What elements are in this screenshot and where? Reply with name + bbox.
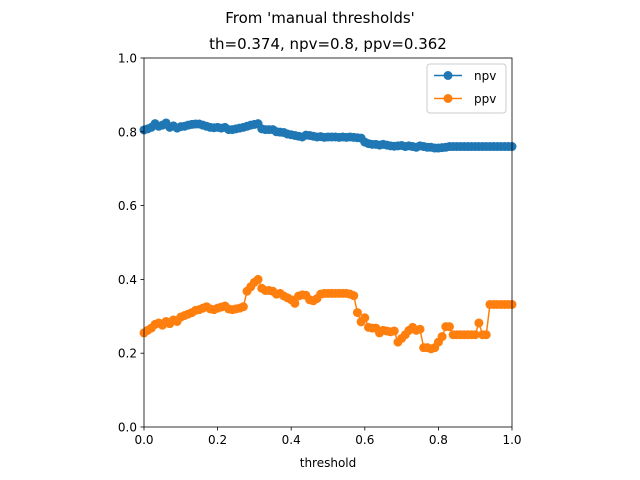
y-tick-label-4: 0.8	[118, 125, 137, 139]
x-tick-label-0: 0.0	[134, 433, 153, 447]
data-point-ppv-57	[349, 291, 359, 301]
data-point-ppv-91	[474, 318, 484, 328]
y-tick-label-1: 0.2	[118, 347, 137, 361]
data-point-ppv-93	[481, 330, 491, 340]
data-point-ppv-60	[360, 313, 370, 323]
x-tick-label-2: 0.4	[282, 433, 301, 447]
data-point-ppv-58	[352, 308, 362, 318]
data-point-ppv-27	[238, 302, 248, 312]
series-npv	[139, 118, 517, 153]
series-ppv	[139, 274, 517, 354]
data-point-ppv-41	[290, 298, 300, 308]
data-point-ppv-90	[470, 330, 480, 340]
axes-frame	[143, 57, 513, 428]
legend-label-ppv: ppv	[474, 92, 496, 106]
legend-marker-ppv	[443, 94, 453, 103]
plot-area	[139, 57, 517, 428]
y-tick-label-5: 1.0	[118, 52, 137, 66]
legend-marker-npv	[443, 71, 453, 80]
x-axis-label: threshold	[300, 456, 357, 470]
data-point-ppv-75	[415, 324, 425, 334]
x-tick-label-3: 0.6	[355, 433, 374, 447]
data-point-ppv-81	[437, 332, 447, 342]
chart-title: th=0.374, npv=0.8, ppv=0.362	[209, 35, 447, 53]
chart-suptitle: From 'manual thresholds'	[225, 9, 415, 27]
legend-label-npv: npv	[474, 69, 496, 83]
x-tick-label-5: 1.0	[502, 433, 521, 447]
x-tick-label-4: 0.8	[429, 433, 448, 447]
y-tick-label-3: 0.6	[118, 199, 137, 213]
data-point-ppv-83	[444, 322, 454, 332]
data-point-ppv-31	[253, 274, 263, 284]
y-tick-label-0: 0.0	[118, 421, 137, 435]
x-tick-label-1: 0.2	[208, 433, 227, 447]
axis-ticks: 0.0 0.2 0.4 0.6 0.8 1.0 0.0 0.2 0.4 0.6 0.8 1.0	[118, 52, 522, 448]
legend: npv ppv	[426, 63, 507, 114]
data-point-ppv-68	[389, 326, 399, 336]
y-tick-label-2: 0.4	[118, 273, 137, 287]
